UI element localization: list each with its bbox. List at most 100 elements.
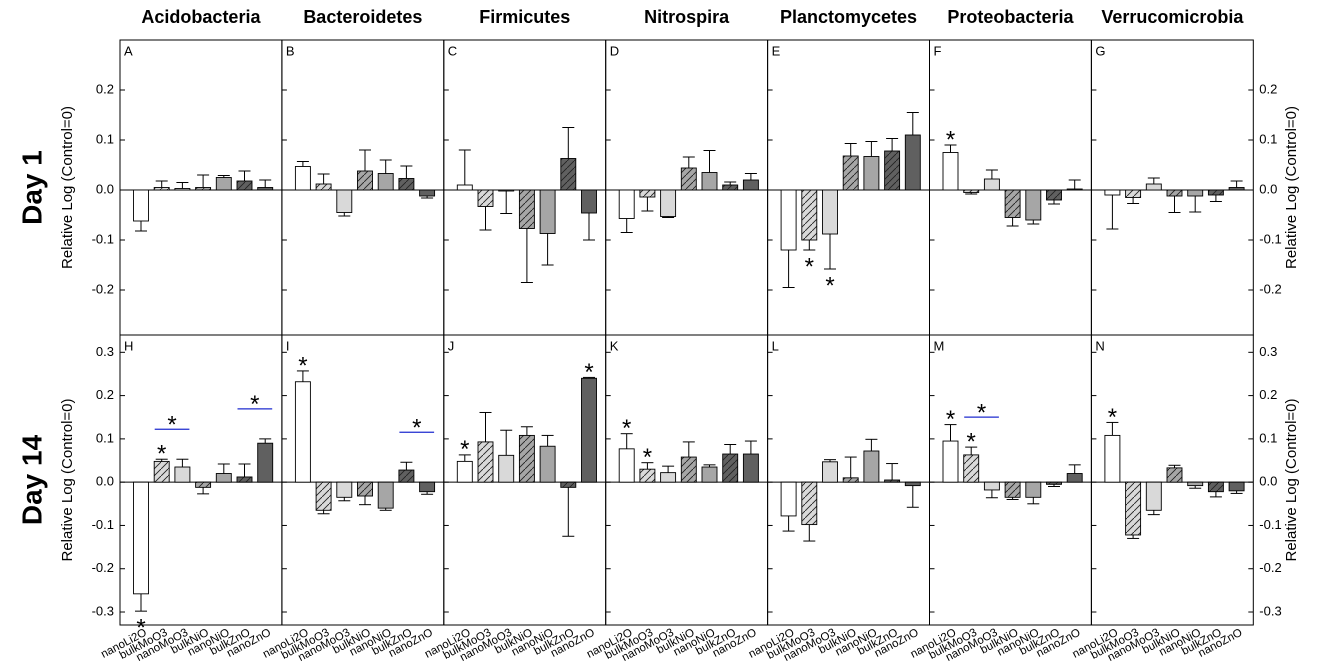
error-bar	[1006, 217, 1019, 227]
y-tick-label: 0.0	[1259, 181, 1277, 196]
y-tick-label: -0.1	[92, 231, 114, 246]
bar	[618, 448, 635, 483]
y-tick-label: -0.3	[1259, 603, 1281, 618]
bar	[498, 454, 515, 483]
bar	[518, 189, 535, 229]
error-bar	[662, 216, 675, 218]
bar	[1025, 189, 1042, 221]
panel-letter: H	[124, 338, 133, 353]
error-bar	[1147, 177, 1160, 184]
panel-letter: I	[286, 338, 290, 353]
error-bar	[500, 191, 513, 214]
column-title: Proteobacteria	[947, 7, 1074, 27]
error-bar	[379, 159, 392, 174]
bar	[884, 479, 901, 483]
bar	[498, 189, 515, 192]
error-bar	[520, 228, 533, 283]
error-bar	[176, 458, 189, 468]
bar	[398, 469, 415, 483]
bar	[257, 187, 274, 191]
bar	[539, 445, 556, 483]
error-bar	[944, 424, 957, 442]
y-tick-label: -0.2	[92, 281, 114, 296]
error-bar	[1068, 179, 1081, 189]
error-bar	[1189, 485, 1202, 489]
y-axis-label-right: Relative Log (Control=0)	[1283, 398, 1300, 561]
bar	[639, 189, 656, 198]
error-bar	[724, 181, 737, 185]
error-bar	[865, 141, 878, 157]
y-tick-label: 0.1	[96, 430, 114, 445]
bar	[618, 189, 635, 219]
bar	[722, 453, 739, 483]
error-bar	[217, 175, 230, 178]
error-bar	[197, 174, 210, 188]
bar	[294, 381, 311, 483]
column-title: Nitrospira	[644, 7, 730, 27]
error-bar	[296, 161, 309, 167]
error-bar	[583, 376, 595, 379]
bar	[863, 450, 880, 483]
bar	[560, 158, 577, 191]
bar	[801, 481, 818, 526]
y-axis-label: Relative Log (Control=0)	[59, 398, 76, 561]
error-bar	[1230, 180, 1243, 188]
y-axis-label-right: Relative Log (Control=0)	[1283, 106, 1300, 269]
error-bar	[782, 250, 795, 288]
error-bar	[1189, 196, 1202, 213]
y-tick-label: 0.2	[96, 387, 114, 402]
error-bar	[1027, 497, 1040, 505]
error-bar	[317, 173, 330, 184]
error-bar	[1209, 491, 1222, 498]
y-tick-label: -0.3	[92, 603, 114, 618]
error-bar	[1006, 497, 1019, 500]
error-bar	[338, 497, 351, 502]
significance-star: *	[1108, 404, 1117, 431]
error-bar	[641, 462, 654, 470]
error-bar	[379, 508, 392, 511]
significance-star: *	[584, 359, 593, 386]
bar	[133, 481, 149, 595]
bar	[357, 481, 373, 497]
bar	[1104, 189, 1121, 196]
panel-letter: E	[772, 43, 781, 58]
error-bar	[359, 496, 371, 506]
error-bar	[803, 524, 816, 542]
error-bar	[985, 169, 998, 179]
significance-star: *	[167, 412, 176, 439]
bar	[863, 156, 880, 191]
error-bar	[1068, 464, 1081, 474]
bar	[722, 184, 739, 191]
error-bar	[703, 150, 716, 173]
panel-frame	[1090, 334, 1254, 626]
bar	[680, 456, 697, 483]
y-tick-label: 0.0	[96, 181, 114, 196]
error-bar	[985, 489, 998, 499]
error-bar	[844, 143, 857, 156]
bar	[560, 481, 577, 488]
error-bar	[965, 192, 978, 195]
bar	[1145, 481, 1162, 511]
bar	[904, 481, 921, 487]
y-tick-label: -0.2	[92, 560, 114, 575]
y-tick-label: -0.2	[1259, 560, 1281, 575]
bar	[639, 468, 656, 483]
y-tick-label: 0.1	[1259, 131, 1277, 146]
significance-star: *	[825, 272, 834, 299]
bar	[1046, 481, 1062, 485]
panel-letter: K	[610, 338, 619, 353]
y-axis-label: Relative Log (Control=0)	[59, 106, 76, 269]
bar	[842, 477, 859, 483]
y-tick-label: -0.1	[1259, 231, 1281, 246]
bar	[1187, 481, 1204, 487]
bar	[1228, 481, 1245, 492]
error-bar	[744, 173, 757, 180]
error-bar	[317, 510, 330, 515]
panel-letter: D	[610, 43, 619, 58]
bar	[174, 188, 191, 191]
significance-star: *	[805, 253, 814, 280]
error-bar	[1209, 195, 1222, 202]
error-bar	[906, 112, 919, 135]
bar	[780, 481, 797, 517]
